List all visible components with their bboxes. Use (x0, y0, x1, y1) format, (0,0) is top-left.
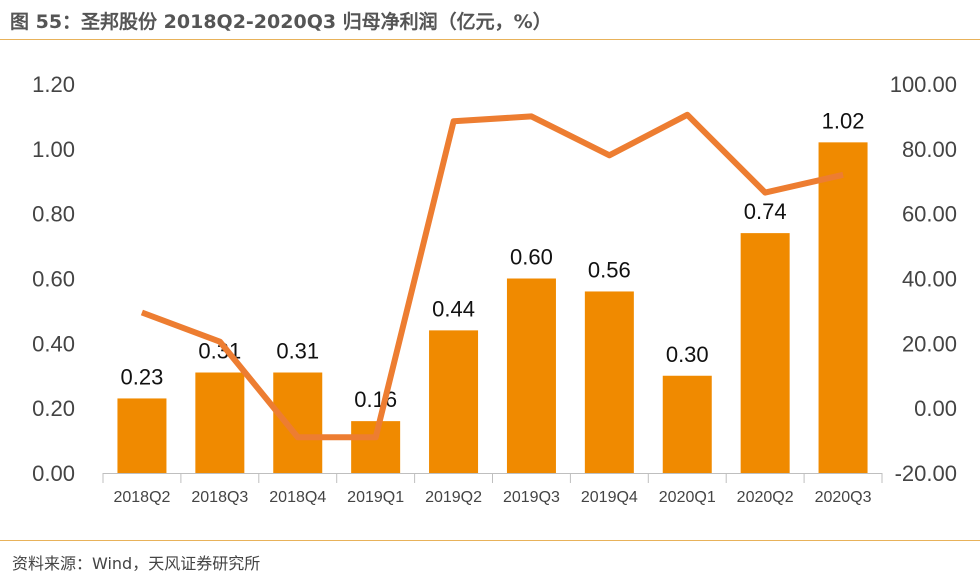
combo-chart: 0.00 0.20 0.40 0.60 0.80 1.00 1.20 -20.00 0.00 20… (32, 72, 957, 506)
x-category-label: 2020Q1 (659, 489, 716, 506)
bar (662, 375, 712, 473)
bar-data-label: 0.44 (432, 296, 475, 321)
bar (195, 372, 245, 473)
bar (506, 278, 556, 473)
y-right-tick-label: 100.00 (890, 72, 957, 97)
bar-data-label: 0.30 (666, 342, 709, 367)
x-category-label: 2019Q2 (425, 489, 482, 506)
x-category-label: 2019Q3 (503, 489, 560, 506)
bar-data-label: 0.16 (354, 387, 397, 412)
x-category-label: 2018Q4 (269, 489, 326, 506)
y-left-tick-label: 0.00 (32, 461, 75, 486)
bar (818, 142, 868, 473)
top-divider (0, 39, 980, 40)
bar (740, 233, 790, 473)
y-left-tick-label: 0.60 (32, 267, 75, 292)
y-left-tick-label: 1.00 (32, 137, 75, 162)
y-left-tick-label: 0.20 (32, 396, 75, 421)
bar-data-label: 0.56 (588, 257, 631, 282)
bar-data-label: 0.23 (121, 364, 164, 389)
x-category-label: 2020Q2 (737, 489, 794, 506)
bar-data-label: 1.02 (822, 108, 865, 133)
x-category-label: 2019Q4 (581, 489, 638, 506)
y-right-tick-label: 80.00 (902, 137, 957, 162)
source-note: 资料来源：Wind，天风证券研究所 (12, 554, 261, 573)
x-category-label: 2019Q1 (347, 489, 404, 506)
bar (584, 291, 634, 473)
y-right-tick-label: 20.00 (902, 331, 957, 356)
bottom-divider (0, 540, 980, 541)
y-right-tick-label: 40.00 (902, 267, 957, 292)
bar (117, 398, 167, 473)
x-category-label: 2018Q2 (113, 489, 170, 506)
bar-data-label: 0.31 (276, 339, 319, 364)
bar-data-label: 0.60 (510, 245, 553, 270)
bar (429, 330, 479, 473)
y-left-tick-label: 0.40 (32, 331, 75, 356)
bar (273, 372, 323, 473)
chart-title: 图 55：圣邦股份 2018Q2-2020Q3 归母净利润（亿元，%） (10, 11, 552, 33)
x-category-label: 2020Q3 (815, 489, 872, 506)
growth-line (140, 111, 844, 441)
x-category-label: 2018Q3 (191, 489, 248, 506)
bar-data-label: 0.74 (744, 199, 787, 224)
y-left-tick-label: 1.20 (32, 72, 75, 97)
y-left-tick-label: 0.80 (32, 202, 75, 227)
y-right-tick-label: 60.00 (902, 202, 957, 227)
y-right-tick-label: 0.00 (914, 396, 957, 421)
y-right-tick-label: -20.00 (895, 461, 957, 486)
title-bar: 图 55：圣邦股份 2018Q2-2020Q3 归母净利润（亿元，%） (0, 0, 980, 40)
